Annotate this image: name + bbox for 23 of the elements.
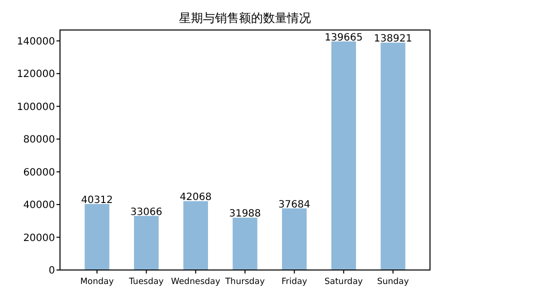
x-tick-label: Monday [80,277,114,287]
chart-title: 星期与销售额的数量情况 [179,11,311,25]
data-label: 138921 [374,34,412,45]
x-tick-label: Wednesday [171,277,220,287]
y-tick-label: 100000 [16,102,55,113]
data-label: 33066 [130,206,162,218]
data-label: 31988 [229,208,261,220]
data-label: 139665 [324,32,363,44]
y-tick-label: 80000 [23,134,55,146]
x-tick-label: Sunday [377,277,409,287]
x-tick-label: Tuesday [128,277,164,287]
y-tick-label: 40000 [23,200,55,212]
data-label: 42068 [180,192,212,204]
data-label: 40312 [81,195,113,206]
x-tick-label: Friday [281,277,308,287]
y-tick-label: 0 [48,266,55,276]
x-tick-label: Saturday [324,277,363,287]
y-tick-label: 120000 [16,69,55,80]
y-tick-label: 60000 [23,167,55,178]
x-tick-label: Thursday [224,277,265,287]
data-label: 37684 [278,199,310,210]
y-tick-label: 140000 [16,36,55,48]
y-tick-label: 20000 [23,232,55,244]
